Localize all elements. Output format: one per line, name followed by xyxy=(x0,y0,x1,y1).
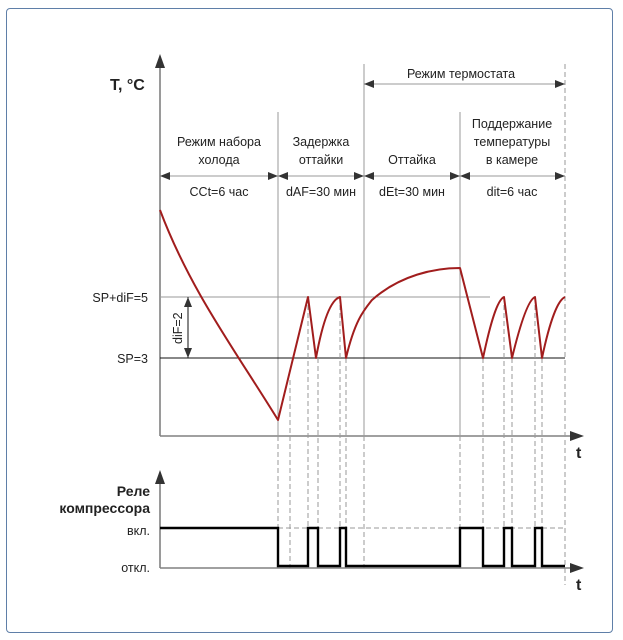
relay-axis-label: Реле компрессора xyxy=(59,483,150,516)
phase-name-maintain: Поддержание температуры в камере xyxy=(472,117,552,167)
phase-name-defrost-delay: Задержка оттайки xyxy=(293,135,350,167)
hysteresis-label: diF=2 xyxy=(171,312,185,344)
thermostat-arrow-left xyxy=(364,80,374,88)
bottom-y-axis-arrow xyxy=(155,470,165,484)
top-y-axis-label: T, °C xyxy=(110,77,145,94)
phase-name-defrost: Оттайка xyxy=(388,153,436,167)
param-daf: dAF=30 мин xyxy=(286,185,356,199)
level-label-upper: SP+diF=5 xyxy=(92,291,148,305)
param-cct: CCt=6 час xyxy=(190,185,249,199)
top-y-axis-arrow xyxy=(155,54,165,68)
param-det: dEt=30 мин xyxy=(379,185,445,199)
thermostat-mode-label: Режим термостата xyxy=(407,67,515,81)
projection-lines xyxy=(277,297,543,568)
hysteresis-arrow-bottom xyxy=(184,348,192,358)
param-arrowheads xyxy=(160,172,565,180)
param-dit: dit=6 час xyxy=(487,185,538,199)
relay-signal xyxy=(160,526,565,568)
relay-state-on: вкл. xyxy=(127,524,150,538)
top-x-axis-arrow xyxy=(570,431,584,441)
temperature-curve xyxy=(159,209,566,421)
phase-name-cooling: Режим набора холода xyxy=(177,135,261,167)
thermostat-arrow-right xyxy=(555,80,565,88)
relay-state-off: откл. xyxy=(121,561,150,575)
top-x-axis-label: t xyxy=(576,445,582,462)
level-label-setpoint: SP=3 xyxy=(117,352,148,366)
bottom-x-axis-arrow xyxy=(570,563,584,573)
bottom-x-axis-label: t xyxy=(576,577,582,594)
hysteresis-arrow-top xyxy=(184,297,192,307)
diagram-frame xyxy=(6,8,613,633)
